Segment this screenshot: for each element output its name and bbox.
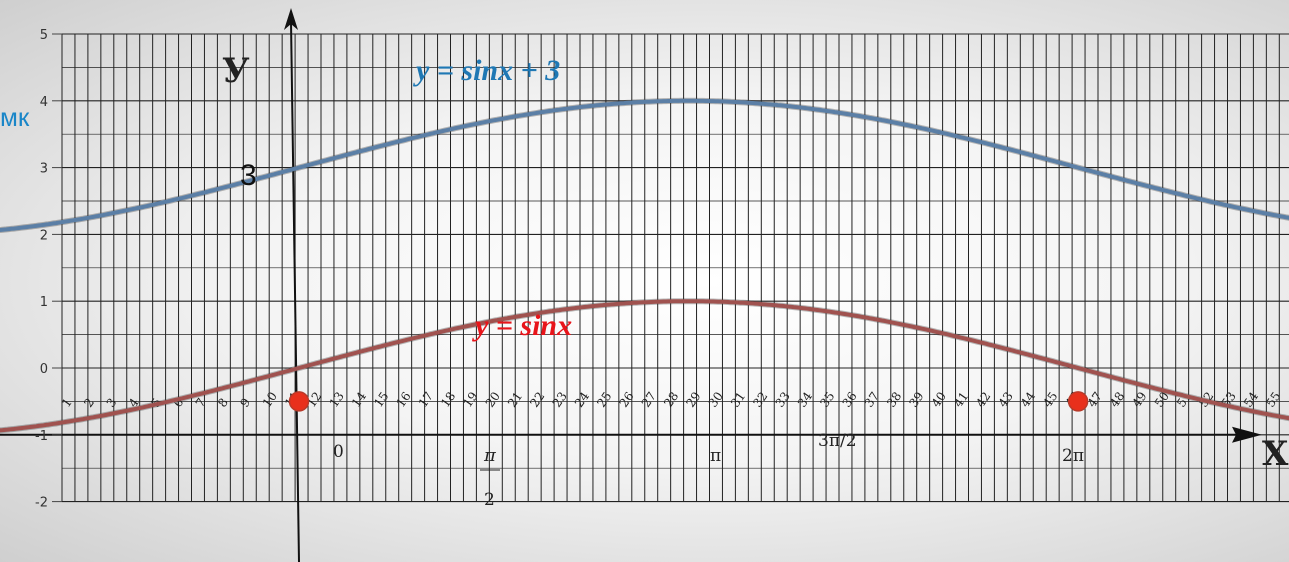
cell-number: 13 bbox=[327, 389, 347, 410]
cell-number: 15 bbox=[371, 389, 391, 410]
series-line bbox=[0, 299, 1289, 433]
cell-number: 3 bbox=[104, 396, 120, 410]
x-label-half-pi-den: 2 bbox=[484, 490, 495, 510]
series-line bbox=[0, 98, 1289, 233]
y-axis-arrow bbox=[284, 8, 298, 30]
x-label-half-pi-num: π bbox=[483, 445, 497, 466]
axes bbox=[0, 8, 1262, 562]
cell-number: 28 bbox=[661, 389, 681, 410]
x-label-pi: π bbox=[710, 446, 721, 466]
cell-number: 25 bbox=[594, 389, 614, 410]
cell-number: 26 bbox=[616, 389, 636, 410]
side-text: мк bbox=[0, 102, 30, 132]
cell-number: 36 bbox=[839, 389, 859, 410]
y-tick-labels: 5 4 3 2 1 0 -1 -2 bbox=[35, 28, 62, 511]
y-tick-label: 2 bbox=[40, 228, 48, 243]
x-axis-label: X bbox=[1262, 434, 1289, 474]
y-axis-line bbox=[290, 21, 300, 562]
x-label-three-half-pi: 3π/2 bbox=[818, 431, 857, 451]
cell-number: 10 bbox=[260, 389, 280, 410]
cell-number: 2 bbox=[81, 396, 97, 410]
cell-number: 45 bbox=[1040, 389, 1060, 410]
cell-number: 24 bbox=[572, 389, 592, 410]
chart-point bbox=[1067, 391, 1089, 412]
y-axis-label: У bbox=[222, 51, 250, 91]
cell-number: 14 bbox=[349, 389, 369, 410]
chart-point bbox=[288, 391, 310, 412]
y-tick-label: 0 bbox=[40, 362, 48, 377]
cell-number: 16 bbox=[393, 389, 413, 410]
series-lines bbox=[0, 97, 1289, 434]
cell-number: 1 bbox=[59, 396, 75, 410]
cell-number: 44 bbox=[1018, 389, 1038, 410]
cell-number: 22 bbox=[527, 389, 547, 410]
x-label-two-pi: 2π bbox=[1062, 446, 1084, 466]
cell-numbers: 1234567891011121314151617181920212223242… bbox=[59, 389, 1283, 410]
y-tick-label: -1 bbox=[35, 429, 48, 444]
grid bbox=[61, 33, 1289, 503]
cell-number: 49 bbox=[1129, 389, 1149, 410]
series-label-sin: y = sinx bbox=[472, 309, 572, 342]
cell-number: 17 bbox=[416, 389, 436, 410]
cell-number: 27 bbox=[639, 389, 659, 410]
points bbox=[288, 391, 1089, 412]
cell-number: 32 bbox=[750, 389, 770, 410]
cell-number: 39 bbox=[906, 389, 926, 410]
cell-number: 21 bbox=[505, 389, 525, 410]
shift-label: 3 bbox=[240, 159, 257, 192]
cell-number: 31 bbox=[728, 389, 748, 410]
y-tick-label: 5 bbox=[40, 28, 48, 43]
y-tick-label: 3 bbox=[40, 162, 48, 177]
cell-number: 42 bbox=[973, 389, 993, 410]
x-label-zero: 0 bbox=[333, 442, 344, 462]
cell-number: 35 bbox=[817, 389, 837, 410]
x-axis-arrow bbox=[1232, 426, 1262, 443]
cell-number: 29 bbox=[683, 389, 703, 410]
cell-number: 40 bbox=[929, 389, 949, 410]
cell-number: 43 bbox=[996, 389, 1016, 410]
series-label-sin-plus-3: y = sinx + 3 bbox=[413, 54, 560, 87]
cell-number: 33 bbox=[773, 389, 793, 410]
y-tick-label: 1 bbox=[40, 295, 48, 310]
cell-number: 18 bbox=[438, 389, 458, 410]
cell-number: 9 bbox=[237, 396, 253, 410]
labels: У X 0 π 2 π 3π/2 2π 3 y = sinx + 3 y = s… bbox=[222, 51, 1289, 510]
cell-number: 38 bbox=[884, 389, 904, 410]
cell-number: 20 bbox=[483, 389, 503, 410]
y-tick-label: 4 bbox=[40, 95, 48, 110]
cell-number: 34 bbox=[795, 389, 815, 410]
y-tick-label: -2 bbox=[35, 496, 48, 511]
